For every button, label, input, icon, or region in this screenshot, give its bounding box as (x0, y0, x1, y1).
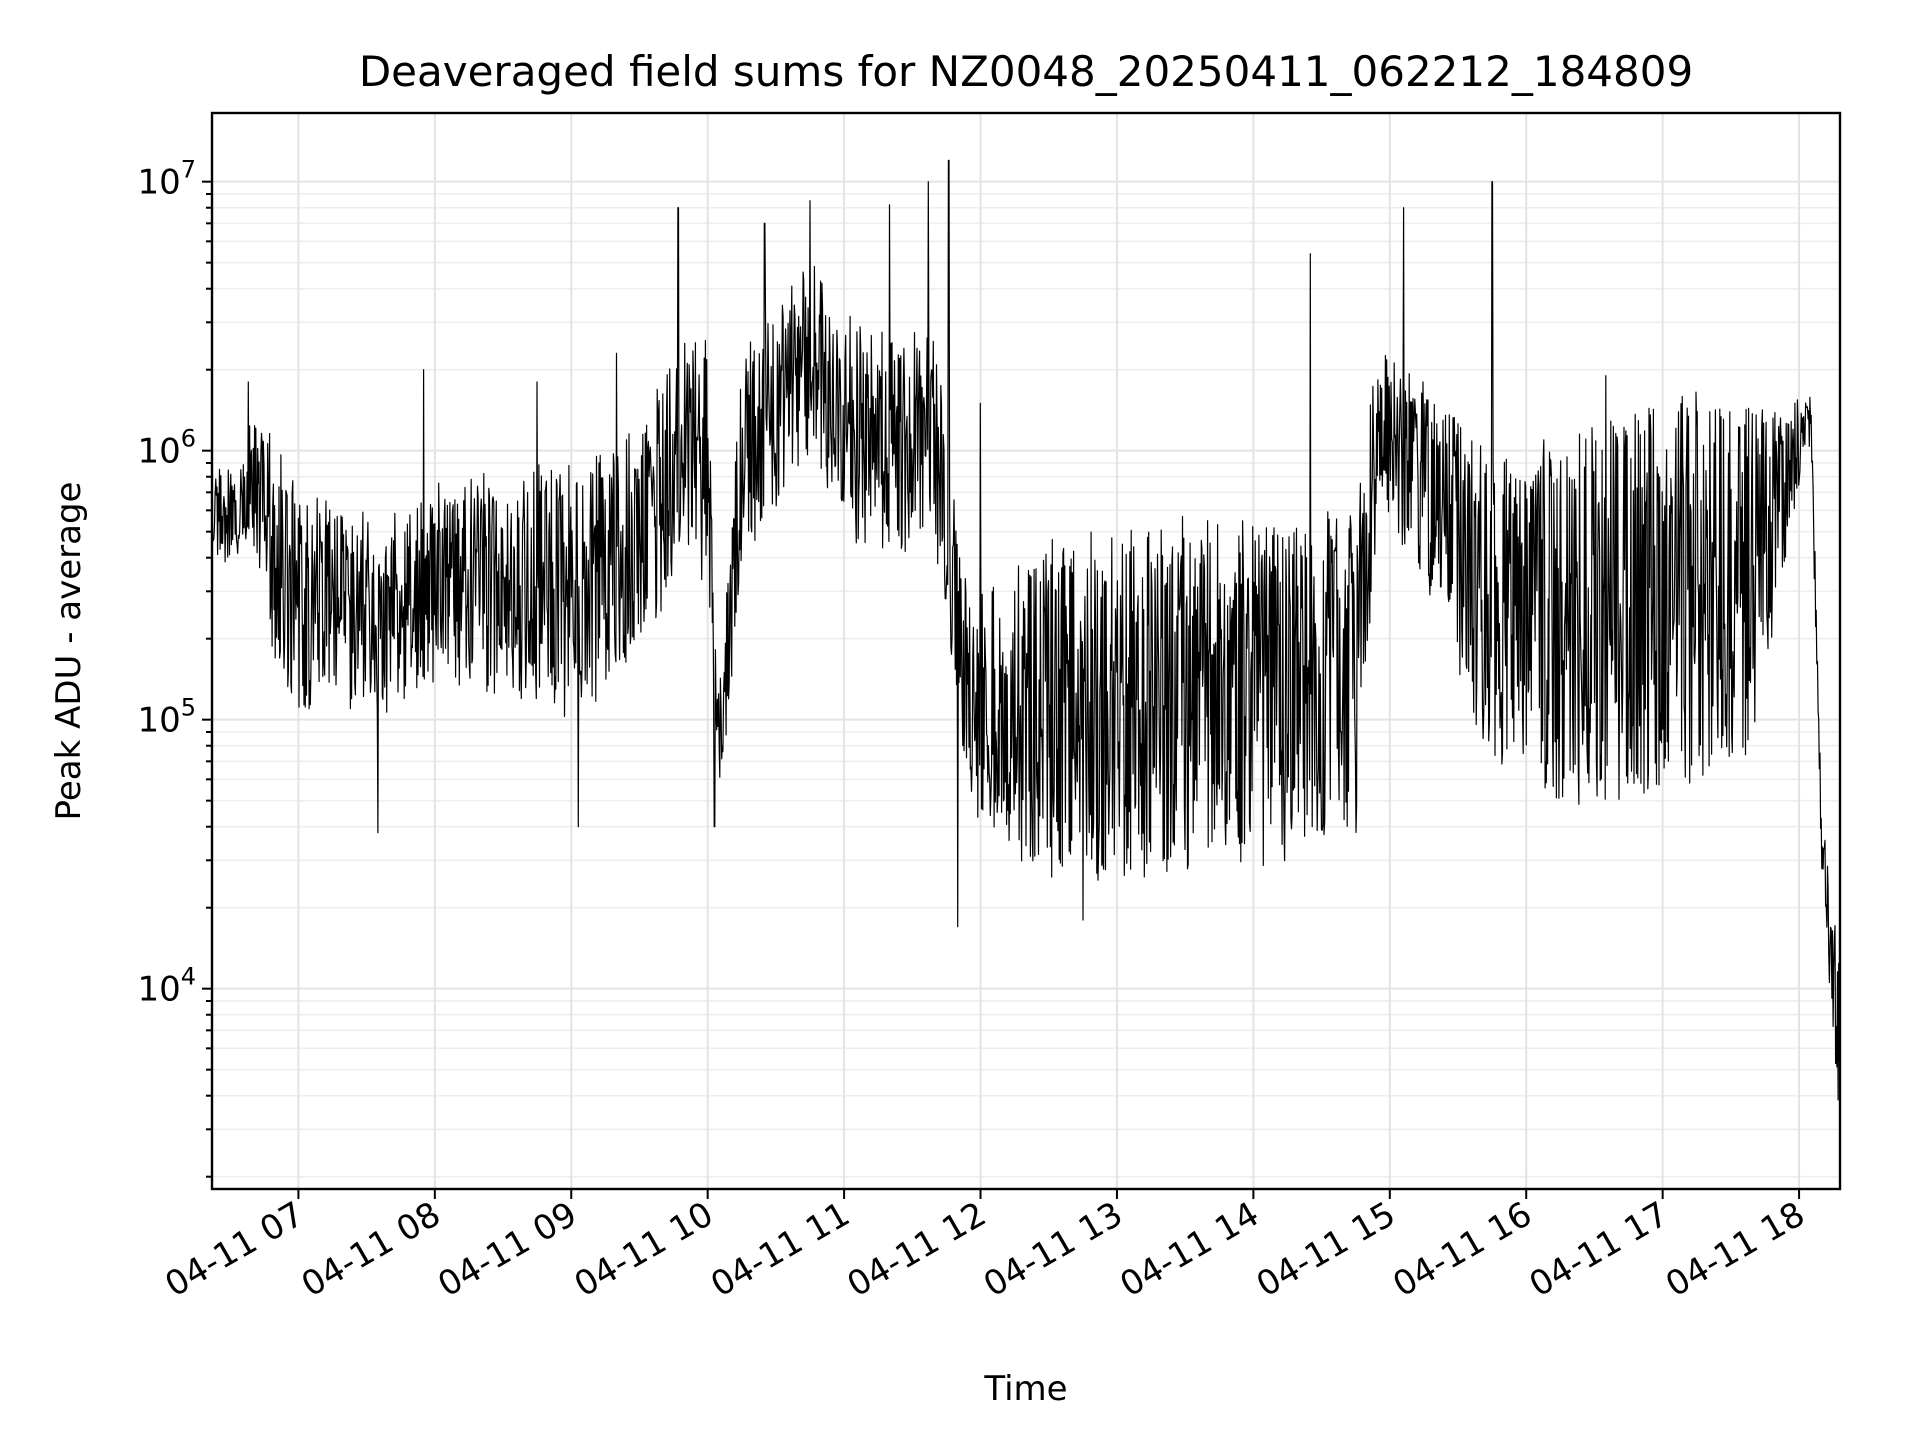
y-tick-base: 10 (137, 701, 180, 741)
y-tick-base: 10 (137, 432, 180, 472)
y-tick-exponent: 6 (181, 425, 196, 453)
series-layer (212, 159, 1840, 1101)
y-tick-exponent: 7 (181, 156, 196, 184)
y-tick-base: 10 (137, 970, 180, 1010)
y-tick-label: 105 (137, 694, 196, 741)
y-tick-label: 107 (137, 156, 196, 203)
y-tick-base: 10 (137, 163, 180, 203)
y-tick-label: 104 (137, 963, 196, 1010)
y-tick-label: 106 (137, 425, 196, 472)
y-axis-label: Peak ADU - average (49, 482, 89, 821)
series-line (212, 159, 1840, 1101)
x-axis-label: Time (983, 1369, 1067, 1409)
plot-frame (210, 111, 1842, 1191)
chart-title: Deaveraged field sums for NZ0048_2025041… (359, 47, 1693, 96)
y-tick-exponent: 4 (181, 963, 196, 991)
y-tick-exponent: 5 (181, 694, 196, 722)
grid (212, 113, 1840, 1189)
